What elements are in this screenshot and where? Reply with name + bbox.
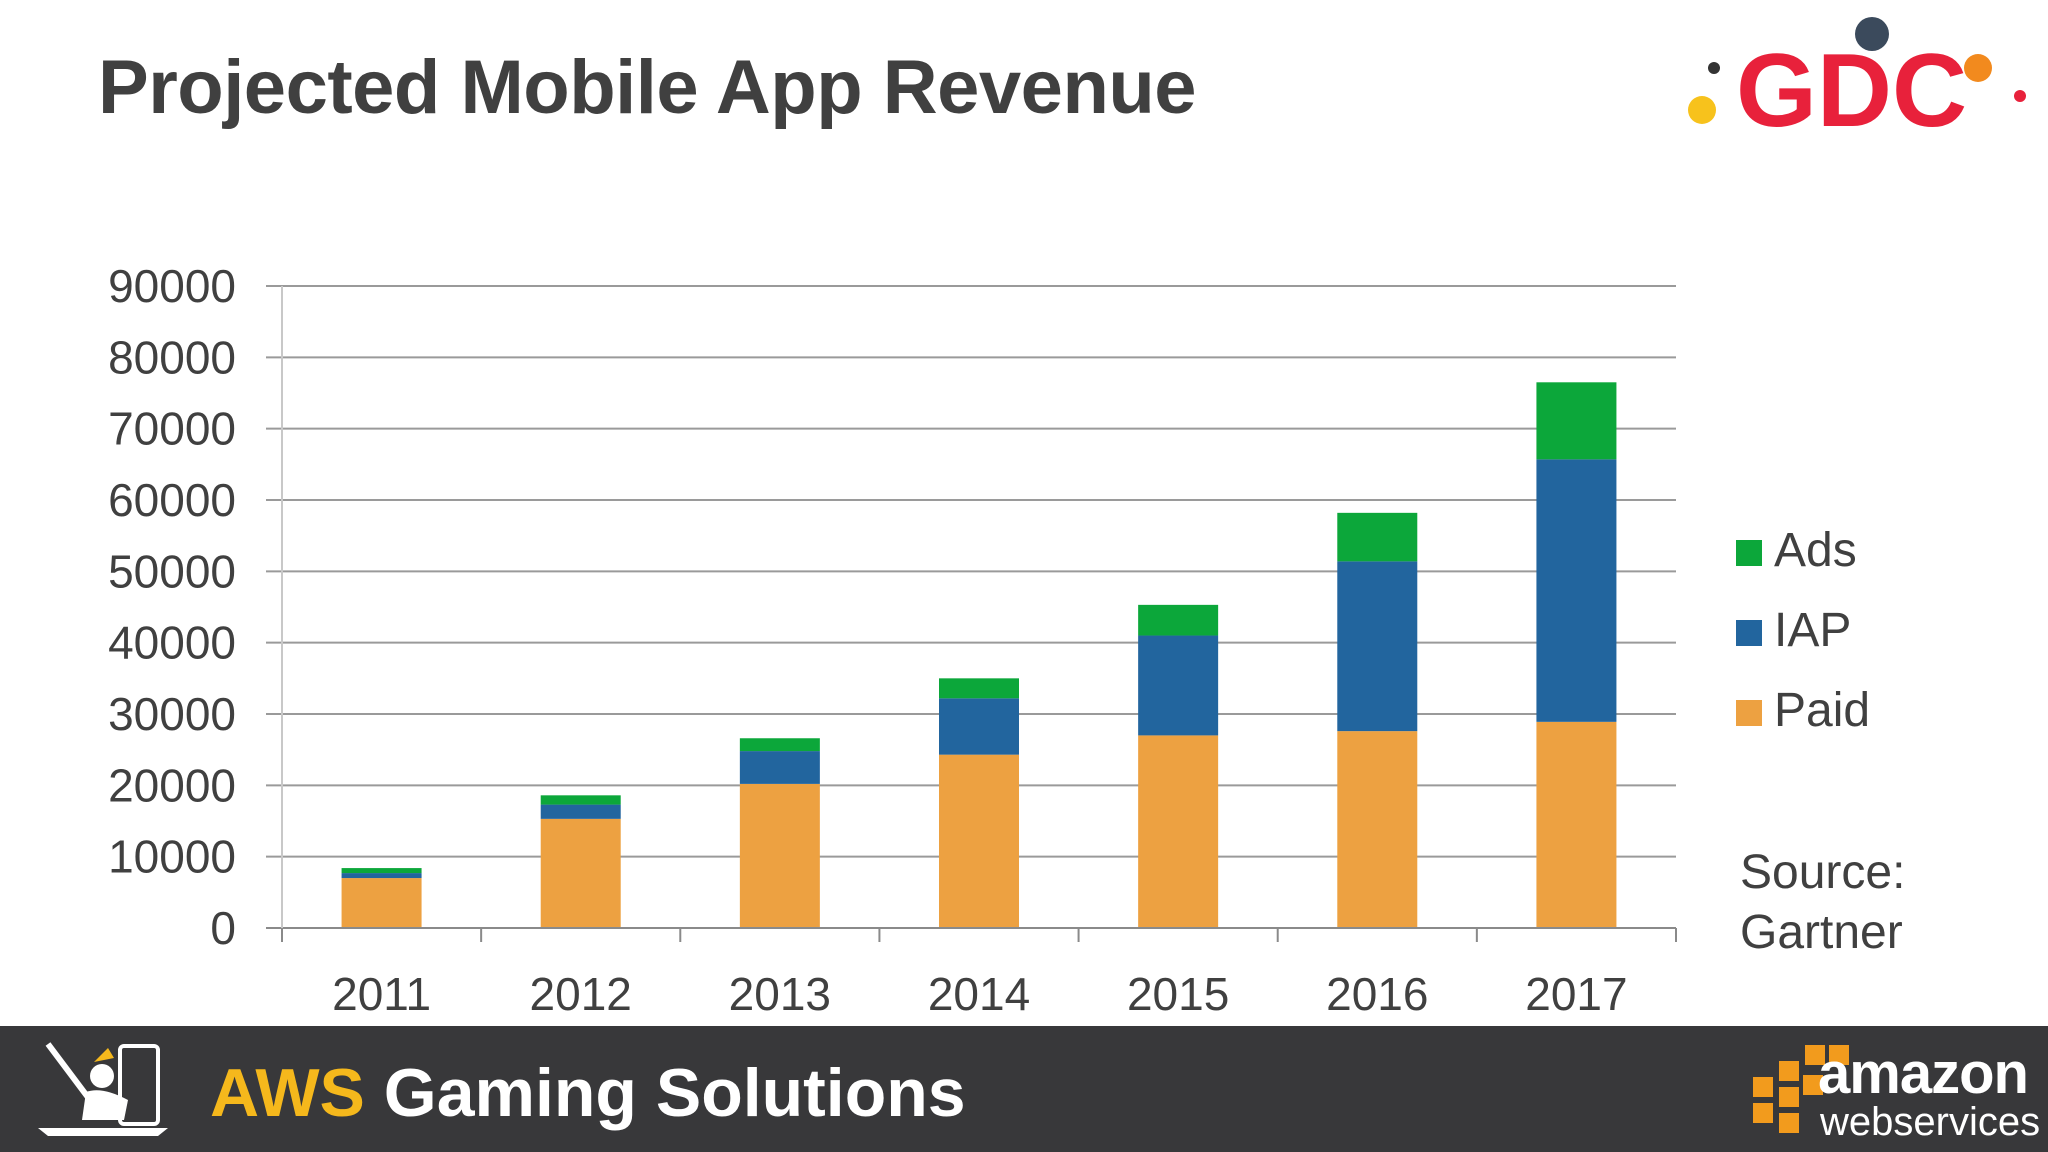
bar-paid-2013: [739, 783, 820, 928]
x-tick-label: 2011: [332, 968, 431, 1020]
aws-logo-word: amazon: [1818, 1041, 2029, 1106]
legend-swatch-paid: [1736, 700, 1762, 726]
bar-paid-2014: [939, 754, 1019, 928]
bar-paid-2017: [1536, 721, 1617, 928]
bar-iap-2011: [341, 873, 422, 879]
y-tick-labels: 0 10000 20000 30000 40000 50000 60000 70000 8000…: [108, 260, 236, 954]
y-tick-label: 0: [210, 902, 236, 954]
aws-cubes-icon: [1751, 1043, 1851, 1135]
y-tick-label: 20000: [108, 759, 236, 811]
bar-iap-2013: [739, 751, 820, 784]
axes: [266, 286, 1677, 942]
bar-paid-2012: [540, 818, 621, 928]
y-tick-label: 10000: [108, 831, 236, 883]
y-tick-label: 90000: [108, 260, 236, 312]
legend-label-paid: Paid: [1774, 684, 1870, 737]
footer-brand-aws: AWS: [210, 1055, 365, 1131]
svg-text:GDC: GDC: [1736, 33, 1967, 138]
bar-iap-2012: [540, 804, 621, 819]
bar-ads-2016: [1337, 512, 1418, 562]
slide-title: Projected Mobile App Revenue: [98, 45, 1197, 130]
revenue-chart: 0 10000 20000 30000 40000 50000 60000 70000 8000…: [108, 260, 1870, 1020]
legend-swatch-iap: [1736, 620, 1762, 646]
x-tick-label: 2015: [1127, 968, 1229, 1020]
y-tick-label: 40000: [108, 617, 236, 669]
legend-label-ads: Ads: [1774, 524, 1857, 577]
bar-paid-2011: [341, 878, 422, 928]
bar-iap-2016: [1337, 561, 1418, 732]
bars: [341, 382, 1617, 928]
x-tick-label: 2012: [530, 968, 632, 1020]
knight-icon: [38, 1042, 168, 1136]
x-tick-label: 2013: [729, 968, 831, 1020]
bar-ads-2013: [739, 738, 820, 752]
y-tick-label: 50000: [108, 545, 236, 597]
bar-iap-2015: [1138, 635, 1219, 736]
bar-iap-2017: [1536, 459, 1617, 722]
bar-ads-2015: [1138, 604, 1219, 636]
bar-iap-2014: [939, 698, 1019, 755]
gdc-logo: GDC: [1688, 17, 2026, 138]
y-tick-label: 30000: [108, 688, 236, 740]
footer-brand: AWS Gaming Solutions: [210, 1054, 966, 1132]
legend-swatch-ads: [1736, 540, 1762, 566]
bar-paid-2016: [1337, 731, 1418, 928]
bar-ads-2011: [341, 868, 422, 874]
legend-label-iap: IAP: [1774, 604, 1851, 657]
aws-logo-subtext: webservices: [1820, 1100, 2041, 1144]
y-tick-label: 70000: [108, 403, 236, 455]
x-tick-label: 2017: [1525, 968, 1627, 1020]
y-tick-label: 80000: [108, 331, 236, 383]
footer-bar: AWS Gaming Solutions amazon webservices: [0, 1026, 2048, 1152]
footer-brand-gaming-solutions: Gaming Solutions: [364, 1055, 966, 1131]
bar-ads-2014: [939, 678, 1019, 699]
bar-ads-2017: [1536, 382, 1617, 460]
x-tick-label: 2014: [928, 968, 1030, 1020]
legend: Ads IAP Paid: [1736, 524, 1870, 737]
source-note: Source: Gartner: [1740, 846, 1906, 960]
y-tick-label: 60000: [108, 474, 236, 526]
x-tick-label: 2016: [1326, 968, 1428, 1020]
x-tick-labels: 2011 2012 2013 2014 2015 2016 2017: [332, 968, 1627, 1020]
bar-ads-2012: [540, 795, 621, 805]
bar-paid-2015: [1138, 735, 1219, 928]
